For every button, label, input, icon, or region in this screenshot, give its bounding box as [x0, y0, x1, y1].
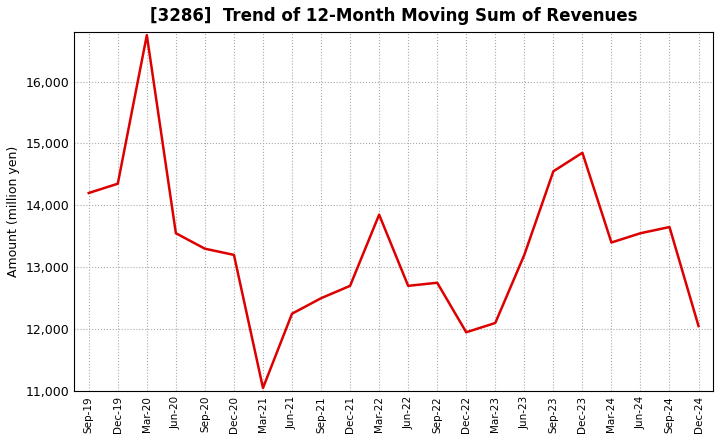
Title: [3286]  Trend of 12-Month Moving Sum of Revenues: [3286] Trend of 12-Month Moving Sum of R… [150, 7, 637, 25]
Y-axis label: Amount (million yen): Amount (million yen) [7, 146, 20, 277]
